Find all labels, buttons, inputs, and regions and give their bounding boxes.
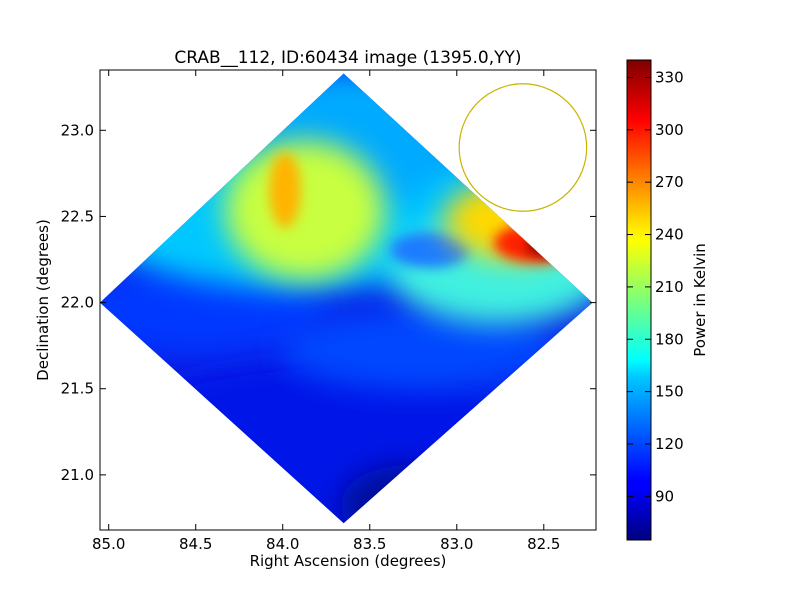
colorbar-tick-label: 210 [655, 278, 684, 296]
beam-circle-marker [458, 83, 588, 212]
colorbar-tick-label: 270 [655, 173, 684, 191]
plot-frame [99, 69, 597, 531]
heatmap-image [100, 73, 593, 524]
heat-low-band [100, 360, 590, 524]
y-tick-label: 23.0 [61, 121, 94, 139]
colorbar-tick-label: 120 [655, 435, 684, 453]
x-axis-ticks: 85.0 84.5 84.0 83.5 83.0 82.5 [92, 70, 560, 553]
heat-peak-red [494, 223, 582, 263]
colorbar-tick-label: 300 [655, 121, 684, 139]
y-axis-ticks: 21.0 21.5 22.0 22.5 23.0 [61, 121, 596, 484]
y-axis-label: Declination (degrees) [34, 219, 52, 381]
x-tick-label: 83.0 [440, 535, 473, 553]
colorbar-tick-label: 150 [655, 383, 684, 401]
colorbar-ticks: 90 120 150 180 210 240 270 300 330 [627, 68, 684, 505]
x-axis-label: Right Ascension (degrees) [250, 552, 447, 570]
x-tick-label: 84.0 [266, 535, 299, 553]
y-tick-label: 21.5 [61, 380, 94, 398]
heat-local-max [269, 152, 301, 228]
heat-mid-center [280, 310, 560, 390]
heat-yellowgreen [225, 140, 385, 280]
x-tick-label: 84.5 [179, 535, 212, 553]
x-tick-label: 85.0 [92, 535, 125, 553]
y-tick-label: 22.5 [61, 207, 94, 225]
y-tick-label: 21.0 [61, 466, 94, 484]
heat-peak-core [526, 237, 570, 255]
colorbar-label: Power in Kelvin [691, 243, 709, 357]
colorbar-tick-label: 90 [655, 487, 674, 505]
colorbar-tick-label: 180 [655, 330, 684, 348]
colorbar-tick-label: 330 [655, 68, 684, 86]
colorbar-gradient [626, 59, 652, 541]
colorbar: 90 120 150 180 210 240 270 300 330 Power in Kelv… [626, 59, 709, 541]
heat-blue-patch [390, 232, 470, 268]
y-tick-label: 22.0 [61, 294, 94, 312]
chart-title: CRAB__112, ID:60434 image (1395.0,YY) [174, 48, 521, 68]
x-tick-label: 82.5 [527, 535, 560, 553]
heat-minimum [340, 465, 480, 524]
x-tick-label: 83.5 [353, 535, 386, 553]
colorbar-tick-label: 240 [655, 226, 684, 244]
